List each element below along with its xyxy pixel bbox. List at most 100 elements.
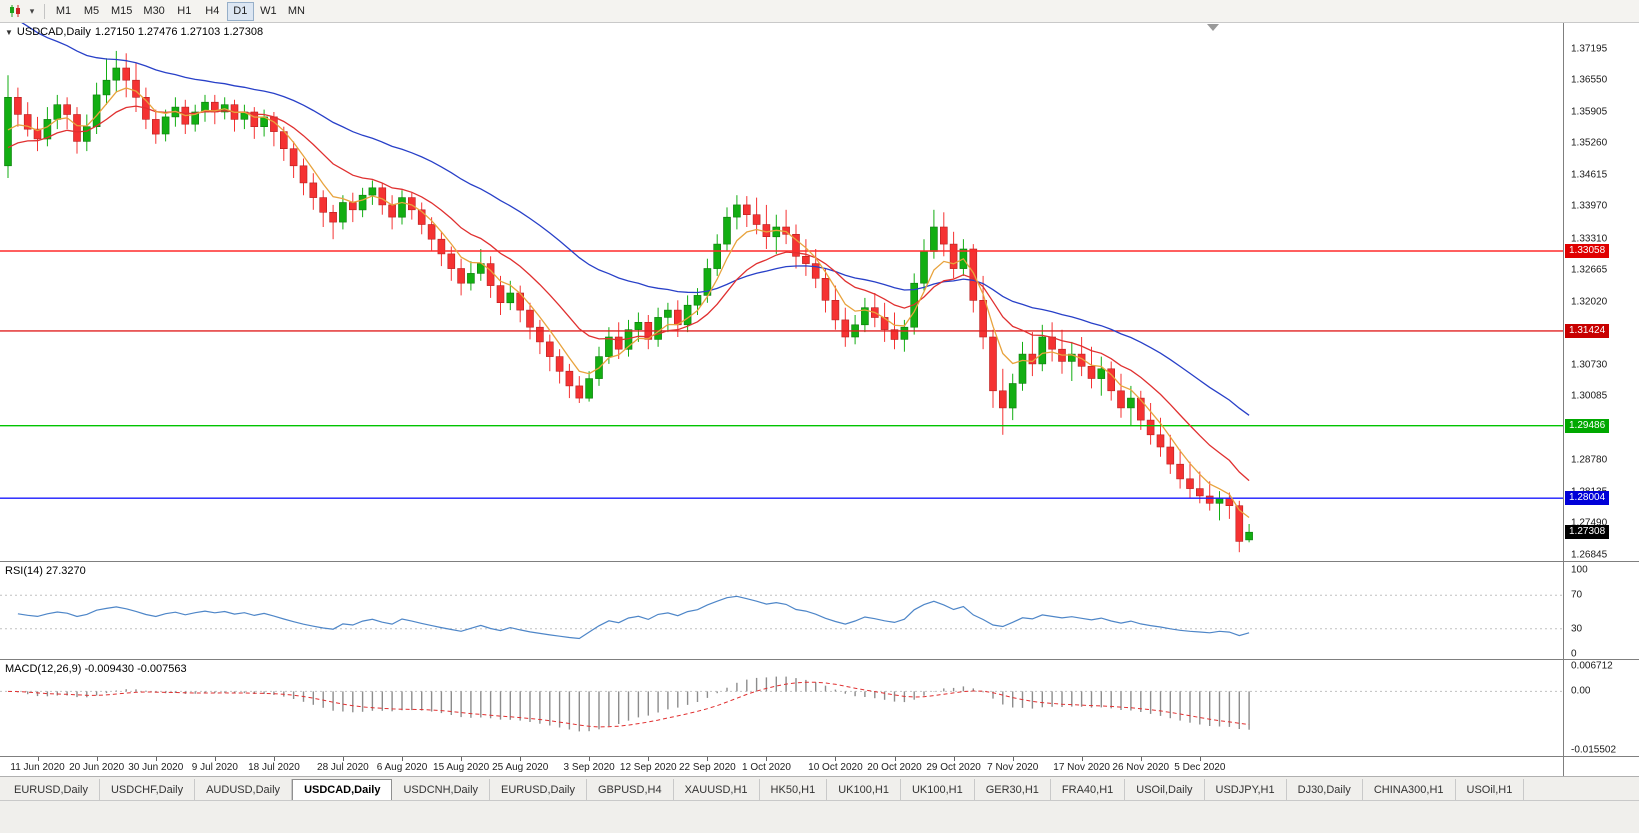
chart-tab-usdcnh-daily[interactable]: USDCNH,Daily — [392, 779, 491, 800]
price-level-badge-1.33058: 1.33058 — [1565, 244, 1610, 258]
chart-type-dropdown-icon[interactable]: ▾ — [29, 5, 35, 16]
date-label: 20 Jun 2020 — [69, 762, 125, 773]
candlestick-plot[interactable] — [0, 23, 1563, 561]
rsi-tick: 30 — [1571, 623, 1583, 635]
chart-tab-eurusd-daily[interactable]: EURUSD,Daily — [3, 779, 100, 800]
chart-title: ▼ USDCAD,Daily 1.27150 1.27476 1.27103 1.2… — [5, 26, 267, 38]
timeframe-button-h4[interactable]: H4 — [205, 5, 220, 17]
current-price-badge: 1.27308 — [1565, 525, 1610, 540]
macd-axis: 0.006712 0.00 -0.015502 — [1563, 660, 1639, 756]
macd-tick: -0.015502 — [1571, 744, 1617, 756]
date-label: 12 Sep 2020 — [619, 762, 677, 773]
date-tick-mark — [1081, 757, 1083, 761]
date-label: 10 Oct 2020 — [808, 762, 863, 773]
toolbar-separator — [44, 3, 45, 19]
price-tick: 1.30730 — [1571, 359, 1608, 371]
rsi-tick: 0 — [1571, 648, 1577, 660]
timeframe-button-w1[interactable]: W1 — [260, 5, 277, 17]
date-label: 22 Sep 2020 — [678, 762, 736, 773]
chart-tab-usdcad-daily[interactable]: USDCAD,Daily — [292, 779, 393, 800]
chart-tab-usoil-daily[interactable]: USOil,Daily — [1125, 779, 1205, 800]
price-tick: 1.27490 — [1571, 517, 1608, 529]
date-label: 15 Aug 2020 — [433, 762, 490, 773]
price-tick: 1.35260 — [1571, 137, 1608, 149]
date-tick-mark — [461, 757, 463, 761]
ma-fast-orange — [7, 87, 1250, 519]
date-axis-corner — [1563, 757, 1639, 776]
chart-tab-xauusd-h1[interactable]: XAUUSD,H1 — [674, 779, 760, 800]
price-axis[interactable]: 1.37195 1.36550 1.35905 1.35260 1.34615 1.339… — [1563, 23, 1639, 561]
date-tick-mark — [214, 757, 216, 761]
chart-tab-fra40-h1[interactable]: FRA40,H1 — [1051, 779, 1126, 800]
macd-plot[interactable] — [0, 660, 1563, 756]
chart-type-icon[interactable] — [5, 2, 25, 21]
date-tick-mark — [894, 757, 896, 761]
timeframe-button-m1[interactable]: M1 — [55, 5, 72, 17]
symbol-collapse-icon[interactable]: ▼ — [5, 28, 13, 37]
chart-tab-ger30-h1[interactable]: GER30,H1 — [975, 779, 1051, 800]
symbol-tabbar: EURUSD,Daily USDCHF,Daily AUDUSD,Daily USDC… — [0, 776, 1639, 800]
timeframe-button-d1[interactable]: D1 — [226, 1, 254, 21]
chart-tab-hk50-h1[interactable]: HK50,H1 — [760, 779, 828, 800]
rsi-line — [17, 595, 1250, 640]
chart-tab-usoil-h1[interactable]: USOil,H1 — [1456, 779, 1525, 800]
ohlc-values: 1.27150 1.27476 1.27103 1.27308 — [94, 26, 264, 38]
date-axis[interactable]: 11 Jun 2020 20 Jun 2020 30 Jun 2020 9 Jul 2… — [0, 756, 1639, 776]
price-tick: 1.33970 — [1571, 200, 1608, 212]
timeframe-button-h1[interactable]: H1 — [177, 5, 192, 17]
price-tick: 1.34615 — [1571, 169, 1608, 181]
chart-area: ▼ USDCAD,Daily 1.27150 1.27476 1.27103 1.2… — [0, 23, 1639, 776]
date-tick-mark — [155, 757, 157, 761]
date-label: 26 Nov 2020 — [1112, 762, 1170, 773]
chart-tab-gbpusd-h4[interactable]: GBPUSD,H4 — [587, 779, 674, 800]
chart-tab-usdjpy-h1[interactable]: USDJPY,H1 — [1205, 779, 1287, 800]
date-label: 18 Jul 2020 — [248, 762, 300, 773]
rsi-tick: 70 — [1571, 589, 1583, 601]
date-tick-mark — [1199, 757, 1201, 761]
date-tick-mark — [342, 757, 344, 761]
macd-tick: 0.00 — [1571, 685, 1591, 697]
chart-tab-usdchf-daily[interactable]: USDCHF,Daily — [100, 779, 196, 800]
price-tick: 1.33310 — [1571, 233, 1608, 245]
date-label: 6 Aug 2020 — [376, 762, 428, 773]
date-label: 3 Sep 2020 — [563, 762, 615, 773]
date-label: 20 Oct 2020 — [867, 762, 922, 773]
price-level-badge-1.29486: 1.29486 — [1565, 418, 1610, 433]
price-level-badge-1.28004: 1.28004 — [1565, 491, 1610, 506]
date-tick-mark — [37, 757, 39, 761]
price-tick: 1.30085 — [1571, 390, 1608, 402]
ma-slow-blue — [21, 23, 1250, 416]
timeframe-button-mn[interactable]: MN — [287, 5, 305, 17]
chart-tab-uk100-h1[interactable]: UK100,H1 — [827, 779, 901, 800]
date-label: 7 Nov 2020 — [987, 762, 1039, 773]
date-label: 17 Nov 2020 — [1053, 762, 1110, 773]
rsi-panel: RSI(14) 27.3270 100 70 30 0 — [0, 561, 1639, 660]
status-bar — [0, 800, 1639, 833]
date-tick-mark — [96, 757, 98, 761]
date-tick-mark — [953, 757, 955, 761]
chart-tab-eurusd-daily[interactable]: EURUSD,Daily — [490, 779, 587, 800]
chart-tab-audusd-daily[interactable]: AUDUSD,Daily — [195, 779, 293, 800]
chart-tab-uk100-h1[interactable]: UK100,H1 — [901, 779, 975, 800]
chart-tab-dj30-daily[interactable]: DJ30,Daily — [1287, 779, 1363, 800]
timeframe-button-m5[interactable]: M5 — [83, 5, 100, 17]
price-tick: 1.35905 — [1571, 106, 1608, 118]
macd-panel: MACD(12,26,9) -0.009430 -0.007563 0.0067… — [0, 659, 1639, 756]
date-tick-mark — [1012, 757, 1014, 761]
toolbar: ▾ M1 M5 M15 M30 H1 H4 D1 W1 MN — [0, 0, 1639, 23]
rsi-plot[interactable] — [0, 562, 1563, 659]
timeframe-button-m30[interactable]: M30 — [143, 5, 165, 17]
macd-tick: 0.006712 — [1571, 660, 1613, 672]
date-tick-mark — [589, 757, 591, 761]
macd-indicator-label: MACD(12,26,9) -0.009430 -0.007563 — [5, 663, 187, 675]
price-tick: 1.32665 — [1571, 264, 1608, 276]
macd-signal-line — [7, 681, 1250, 728]
date-label: 11 Jun 2020 — [10, 762, 65, 773]
chart-tab-china300-h1[interactable]: CHINA300,H1 — [1363, 779, 1456, 800]
timeframe-button-m15[interactable]: M15 — [111, 5, 133, 17]
date-label: 9 Jul 2020 — [191, 762, 238, 773]
symbol-label: USDCAD,Daily — [16, 26, 91, 38]
price-tick: 1.36550 — [1571, 74, 1608, 86]
date-label: 1 Oct 2020 — [741, 762, 791, 773]
rsi-tick: 100 — [1571, 564, 1588, 576]
